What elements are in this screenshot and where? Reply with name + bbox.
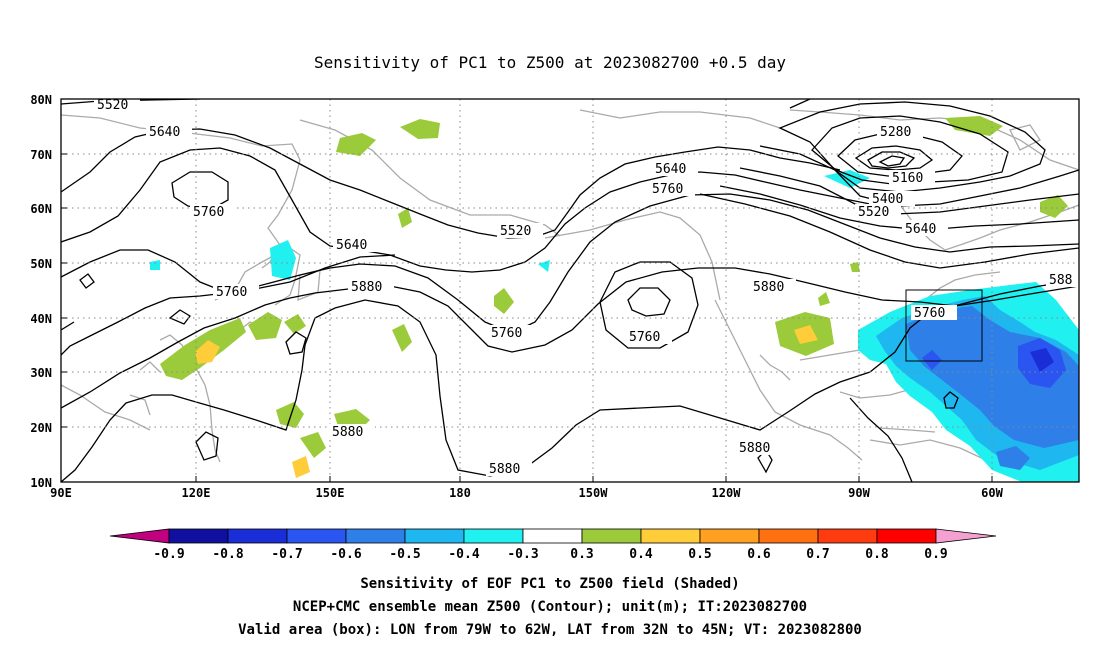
contour-label: 5760 <box>216 285 247 300</box>
contour-label: 5880 <box>351 280 382 295</box>
lon-label: 150W <box>579 486 609 500</box>
colorbar-tick-label: 0.4 <box>629 547 653 562</box>
colorbar-tick-label: -0.4 <box>448 547 479 562</box>
colorbar-tick-label: 0.8 <box>865 547 889 562</box>
colorbar-arrow-max <box>935 528 997 544</box>
contour-label: 5520 <box>858 205 889 220</box>
contour-label: 5280 <box>880 125 911 140</box>
tick-marks <box>60 98 993 483</box>
lon-label: 180 <box>449 486 471 500</box>
caption-line-1: Sensitivity of EOF PC1 to Z500 field (Sh… <box>360 576 739 592</box>
contour-label: 5760 <box>491 326 522 341</box>
lat-label: 70N <box>30 148 52 162</box>
colorbar-swatch <box>699 528 760 544</box>
colorbar-swatch <box>463 528 524 544</box>
lat-label: 20N <box>30 421 52 435</box>
colorbar-tick-label: -0.7 <box>271 547 302 562</box>
contour-label: 5760 <box>652 182 683 197</box>
contour-label: 588 <box>1049 273 1072 288</box>
contour-label: 5400 <box>872 192 903 207</box>
colorbar: -0.9 -0.8 -0.7 -0.6 -0.5 -0.4 -0.3 0.3 0.4 0.5 0.6… <box>109 528 997 562</box>
contour-label: 5760 <box>914 306 945 321</box>
lon-label: 60W <box>981 486 1003 500</box>
contour-label: 5520 <box>500 224 531 239</box>
contour-label: 5640 <box>905 222 936 237</box>
contour-label: 5160 <box>892 171 923 186</box>
lat-label: 60N <box>30 202 52 216</box>
colorbar-swatch <box>404 528 465 544</box>
contour-label: 5640 <box>655 162 686 177</box>
lon-label: 120E <box>182 486 211 500</box>
lon-label: 90W <box>848 486 870 500</box>
lat-label: 80N <box>30 93 52 107</box>
contour-label: 5880 <box>753 280 784 295</box>
colorbar-tick-label: 0.6 <box>747 547 771 562</box>
contour-label: 5760 <box>193 205 224 220</box>
lon-label: 120W <box>712 486 742 500</box>
lon-label: 90E <box>50 486 72 500</box>
colorbar-swatch <box>817 528 878 544</box>
contour-labels: 5520 5640 5760 5640 5760 5880 5520 5640 … <box>97 98 1073 477</box>
colorbar-swatch <box>640 528 701 544</box>
contour-label: 5880 <box>739 441 770 456</box>
contour-label: 5880 <box>489 462 520 477</box>
colorbar-arrow-min <box>109 528 170 544</box>
colorbar-swatch <box>345 528 406 544</box>
colorbar-swatch <box>522 528 583 544</box>
colorbar-tick-label: -0.5 <box>389 547 420 562</box>
colorbar-swatch <box>581 528 642 544</box>
caption-line-3: Valid area (box): LON from 79W to 62W, L… <box>238 622 862 638</box>
map-frame <box>60 98 1080 483</box>
colorbar-swatch <box>168 528 229 544</box>
colorbar-tick-label: -0.8 <box>212 547 243 562</box>
colorbar-tick-label: -0.9 <box>153 547 184 562</box>
contour-label: 5520 <box>97 98 128 113</box>
colorbar-tick-label: 0.3 <box>570 547 593 562</box>
contour-label: 5760 <box>629 330 660 345</box>
lat-label: 40N <box>30 312 52 326</box>
caption-line-2: NCEP+CMC ensemble mean Z500 (Contour); u… <box>293 599 807 615</box>
lon-label: 150E <box>316 486 345 500</box>
colorbar-swatch <box>758 528 819 544</box>
map-panel: 5520 5640 5760 5640 5760 5880 5520 5640 … <box>30 93 1080 500</box>
contour-label: 5640 <box>149 125 180 140</box>
lat-label: 10N <box>30 476 52 490</box>
colorbar-swatch <box>227 528 288 544</box>
colorbar-swatch <box>876 528 937 544</box>
contour-label: 5640 <box>336 238 367 253</box>
colorbar-tick-label: -0.6 <box>330 547 361 562</box>
figure-title: Sensitivity of PC1 to Z500 at 2023082700… <box>314 53 786 72</box>
colorbar-tick-label: 0.5 <box>688 547 711 562</box>
sensitivity-shading <box>150 116 1079 482</box>
colorbar-tick-label: 0.9 <box>924 547 947 562</box>
colorbar-swatch <box>286 528 347 544</box>
colorbar-tick-label: 0.7 <box>806 547 829 562</box>
graticule <box>61 99 1079 482</box>
valid-area-box <box>905 289 983 362</box>
contour-label: 5880 <box>332 425 363 440</box>
colorbar-tick-label: -0.3 <box>507 547 538 562</box>
z500-contours <box>61 99 1079 482</box>
lat-label: 50N <box>30 257 52 271</box>
lat-label: 30N <box>30 366 52 380</box>
